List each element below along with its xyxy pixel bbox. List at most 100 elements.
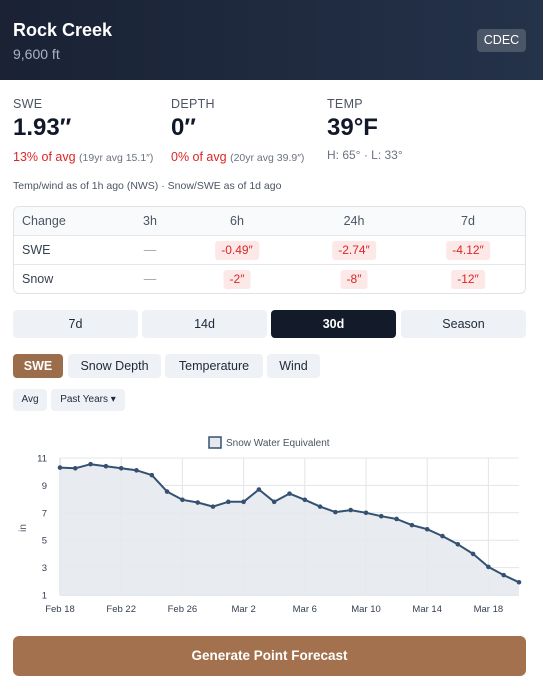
depth-value: 0″ [171, 114, 196, 141]
x-tick-label: Mar 6 [293, 604, 317, 615]
legend-label: Snow Water Equivalent [226, 438, 330, 449]
swe-data-point [103, 463, 109, 469]
swe-data-point [333, 509, 338, 515]
x-tick-label: Mar 10 [351, 604, 381, 615]
swe-data-point [470, 551, 476, 557]
depth-percent-of-avg: 0% of avg (20yr avg 39.9″) [171, 150, 304, 164]
snow-change-24h: -8″ [340, 270, 368, 289]
swe-label: SWE [13, 97, 43, 111]
y-axis-label: in [18, 524, 29, 532]
swe-change-24h: -2.74″ [332, 241, 376, 260]
source-badge[interactable]: CDEC [477, 29, 526, 52]
swe-data-point [271, 499, 277, 505]
swe-pct: 13% of avg [13, 150, 76, 164]
station-elevation: 9,600 ft [13, 46, 60, 62]
x-tick-label: Mar 2 [231, 604, 255, 615]
chart-area [60, 464, 519, 595]
x-tick-label: Mar 14 [412, 604, 442, 615]
swe-chart: 1 3 5 7 9 11 Feb 18 Feb 22 Feb 26 Mar 2 Mar 6 Mar 1… [18, 436, 522, 616]
swe-data-point [516, 579, 522, 585]
swe-data-point [164, 489, 170, 494]
swe-data-point [73, 465, 78, 471]
table-row: Snow — -2″ -8″ -12″ [14, 265, 525, 293]
metric-tab-temperature[interactable]: Temperature [165, 354, 263, 378]
header-24h: 24h [343, 214, 365, 228]
header-7d: 7d [461, 214, 475, 228]
swe-data-point [210, 504, 216, 509]
swe-data-point [501, 572, 507, 578]
swe-value: 1.93″ [13, 114, 72, 141]
metric-tab-swe[interactable]: SWE [13, 354, 63, 378]
metric-tab-wind[interactable]: Wind [267, 354, 320, 378]
swe-data-point [409, 522, 415, 528]
snow-change-6h: -2″ [223, 270, 251, 289]
header-change: Change [22, 214, 66, 228]
station-header: Rock Creek 9,600 ft CDEC [0, 0, 543, 80]
range-tab-30d[interactable]: 30d [271, 310, 396, 338]
swe-area-fill [60, 464, 519, 595]
swe-data-point [195, 500, 200, 505]
table-row: SWE — -0.49″ -2.74″ -4.12″ [14, 236, 525, 265]
swe-data-point [226, 499, 231, 505]
chart-ticks: 1 3 5 7 9 11 Feb 18 Feb 22 Feb 26 Mar 2 Mar 6 Mar 1… [37, 454, 503, 616]
swe-data-point [379, 513, 384, 519]
swe-data-point [241, 499, 246, 505]
swe-data-point [394, 516, 399, 522]
swe-change-6h: -0.49″ [215, 241, 259, 260]
swe-change-7d: -4.12″ [446, 241, 490, 260]
y-tick-label: 3 [42, 563, 47, 574]
change-table-header: Change 3h 6h 24h 7d [14, 207, 525, 236]
change-table: Change 3h 6h 24h 7d SWE — -0.49″ -2.74″ … [13, 206, 526, 294]
temp-value: 39°F [327, 114, 378, 141]
snow-change-7d: -12″ [451, 270, 485, 289]
range-tab-season[interactable]: Season [401, 310, 526, 338]
y-tick-label: 9 [42, 481, 47, 492]
swe-data-point [287, 491, 292, 496]
swe-change-3h: — [143, 243, 157, 257]
swe-data-point [486, 564, 491, 570]
depth-pct: 0% of avg [171, 150, 227, 164]
swe-data-point [455, 542, 461, 547]
snow-change-3h: — [143, 272, 157, 286]
swe-data-point [302, 497, 308, 503]
data-freshness-note: Temp/wind as of 1h ago (NWS) · Snow/SWE … [13, 180, 282, 192]
swe-data-point [149, 472, 155, 478]
temp-high-low: H: 65° · L: 33° [327, 148, 403, 162]
generate-forecast-button[interactable]: Generate Point Forecast [13, 636, 526, 676]
swe-data-point [348, 507, 354, 513]
past-years-dropdown[interactable]: Past Years ▾ [51, 389, 125, 411]
swe-data-point [118, 465, 124, 471]
y-tick-label: 5 [42, 536, 47, 547]
x-tick-label: Feb 26 [168, 604, 198, 615]
chart-marks [57, 461, 522, 585]
swe-data-point [256, 487, 262, 492]
swe-data-point [363, 510, 369, 516]
swe-data-point [424, 526, 430, 532]
y-tick-label: 11 [37, 454, 47, 465]
temp-label: TEMP [327, 97, 363, 111]
avg-toggle-button[interactable]: Avg [13, 389, 47, 411]
header-6h: 6h [230, 214, 244, 228]
swe-data-point [134, 468, 139, 473]
y-tick-label: 1 [42, 591, 47, 602]
range-tab-14d[interactable]: 14d [142, 310, 267, 338]
x-tick-label: Feb 22 [106, 604, 136, 615]
y-tick-label: 7 [42, 508, 47, 519]
depth-avg-note: (20yr avg 39.9″) [230, 152, 305, 164]
swe-percent-of-avg: 13% of avg (19yr avg 15.1″) [13, 150, 153, 164]
swe-data-point [57, 465, 63, 470]
swe-data-point [317, 504, 323, 509]
depth-label: DEPTH [171, 97, 215, 111]
swe-data-point [88, 461, 93, 467]
metric-tab-snow-depth[interactable]: Snow Depth [68, 354, 161, 378]
swe-data-point [180, 497, 185, 503]
range-tab-7d[interactable]: 7d [13, 310, 138, 338]
x-tick-label: Feb 18 [45, 604, 75, 615]
header-3h: 3h [143, 214, 157, 228]
chart-legend[interactable]: Snow Water Equivalent [208, 436, 330, 449]
row-label-swe: SWE [22, 243, 51, 257]
swe-data-point [440, 533, 445, 539]
x-tick-label: Mar 18 [474, 604, 504, 615]
legend-swatch [208, 436, 222, 449]
row-label-snow: Snow [22, 272, 54, 286]
